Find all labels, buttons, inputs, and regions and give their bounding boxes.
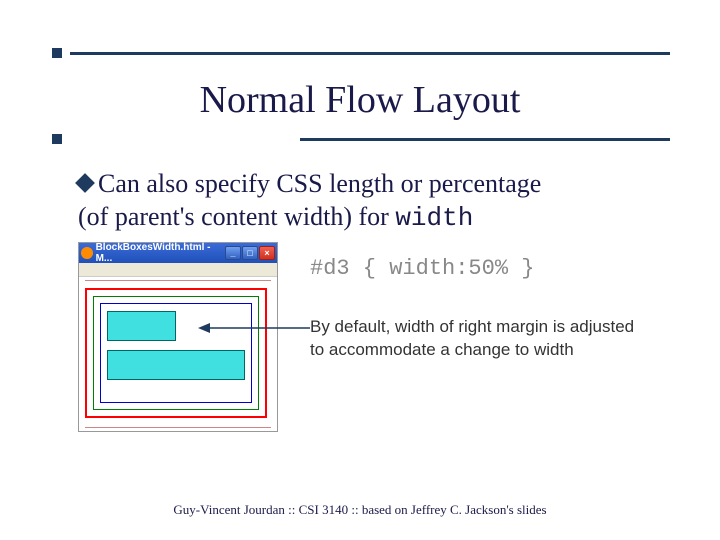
explanation-note: By default, width of right margin is adj…: [310, 316, 650, 362]
window-buttons: _ □ ×: [225, 246, 275, 260]
close-button[interactable]: ×: [259, 246, 275, 260]
cyan-box-full: [107, 350, 245, 380]
body-text: Can also specify CSS length or percentag…: [78, 168, 658, 234]
slide-footer: Guy-Vincent Jourdan :: CSI 3140 :: based…: [0, 502, 720, 518]
decor-line-mid: [300, 138, 670, 141]
decor-line-top: [70, 52, 670, 55]
browser-hr-bottom: [85, 427, 271, 428]
blue-box: [100, 303, 252, 403]
slide-title: Normal Flow Layout: [0, 78, 720, 122]
arrow-icon: [198, 320, 310, 336]
firefox-icon: [81, 247, 93, 259]
green-box: [93, 296, 259, 410]
code-snippet: #d3 { width:50% }: [310, 256, 534, 281]
browser-window: BlockBoxesWidth.html - M... _ □ ×: [78, 242, 278, 432]
browser-titlebar: BlockBoxesWidth.html - M... _ □ ×: [79, 243, 277, 263]
browser-title-text: BlockBoxesWidth.html - M...: [96, 242, 225, 264]
browser-content: [79, 284, 277, 424]
body-line2-code: width: [395, 203, 473, 233]
body-line2-pre: (of parent's content width) for: [78, 202, 395, 231]
decor-square-top: [52, 48, 62, 58]
browser-hr-top: [85, 280, 271, 281]
minimize-button[interactable]: _: [225, 246, 241, 260]
diamond-bullet-icon: [75, 173, 95, 193]
decor-square-mid: [52, 134, 62, 144]
cyan-box-d3: [107, 311, 176, 341]
maximize-button[interactable]: □: [242, 246, 258, 260]
outer-red-box: [85, 288, 267, 418]
browser-menubar: [79, 263, 277, 277]
body-line1: Can also specify CSS length or percentag…: [98, 169, 541, 198]
